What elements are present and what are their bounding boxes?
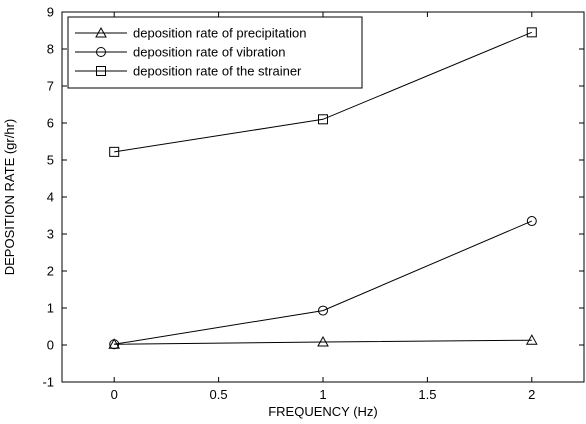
legend-label: deposition rate of precipitation <box>133 26 306 41</box>
y-tick-label: 1 <box>47 301 54 316</box>
legend-item: deposition rate of precipitation <box>75 26 306 41</box>
y-tick-label: 6 <box>47 116 54 131</box>
legend-marker <box>95 26 107 38</box>
y-tick-label: 5 <box>47 153 54 168</box>
series-line <box>114 31 532 153</box>
y-tick-label: -1 <box>42 375 54 390</box>
axis-ticks <box>62 11 584 383</box>
x-tick-label: 0.5 <box>210 387 228 402</box>
data-point <box>525 334 538 345</box>
data-point <box>526 27 537 38</box>
legend-marker <box>96 47 106 57</box>
legend: deposition rate of precipitation depositi… <box>67 16 363 89</box>
y-tick-label: 9 <box>47 5 54 20</box>
data-point <box>318 114 328 125</box>
y-tick-label: 3 <box>47 227 54 242</box>
legend-marker <box>96 66 106 76</box>
y-axis-label: DEPOSITION RATE (gr/hr) <box>2 119 17 276</box>
y-tick-label: 4 <box>47 190 54 205</box>
x-tick-label: 2 <box>528 387 535 402</box>
x-tick-label: 0 <box>111 387 118 402</box>
series-line <box>114 220 532 345</box>
y-tick-label: 7 <box>47 79 54 94</box>
legend-item: deposition rate of vibration <box>75 45 285 60</box>
y-tick-label: 8 <box>47 42 54 57</box>
tick-labels: 0 0.5 1 1.5 2 -1 0 1 2 3 4 5 6 7 8 9 <box>42 5 535 403</box>
x-tick-label: 1 <box>319 387 326 402</box>
data-point <box>318 305 328 316</box>
x-axis-label: FREQUENCY (Hz) <box>268 404 378 419</box>
series-square <box>109 27 537 157</box>
series-circle <box>109 216 537 350</box>
data-point <box>109 339 120 350</box>
series-line <box>114 339 532 345</box>
data-point <box>109 146 120 157</box>
data-point <box>526 216 537 227</box>
x-tick-label: 1.5 <box>418 387 436 402</box>
legend-label: deposition rate of the strainer <box>133 64 302 79</box>
data-point <box>317 336 329 347</box>
legend-item: deposition rate of the strainer <box>75 64 302 79</box>
y-tick-label: 2 <box>47 264 54 279</box>
legend-label: deposition rate of vibration <box>133 45 285 60</box>
y-tick-label: 0 <box>47 338 54 353</box>
series-layer <box>108 27 538 350</box>
